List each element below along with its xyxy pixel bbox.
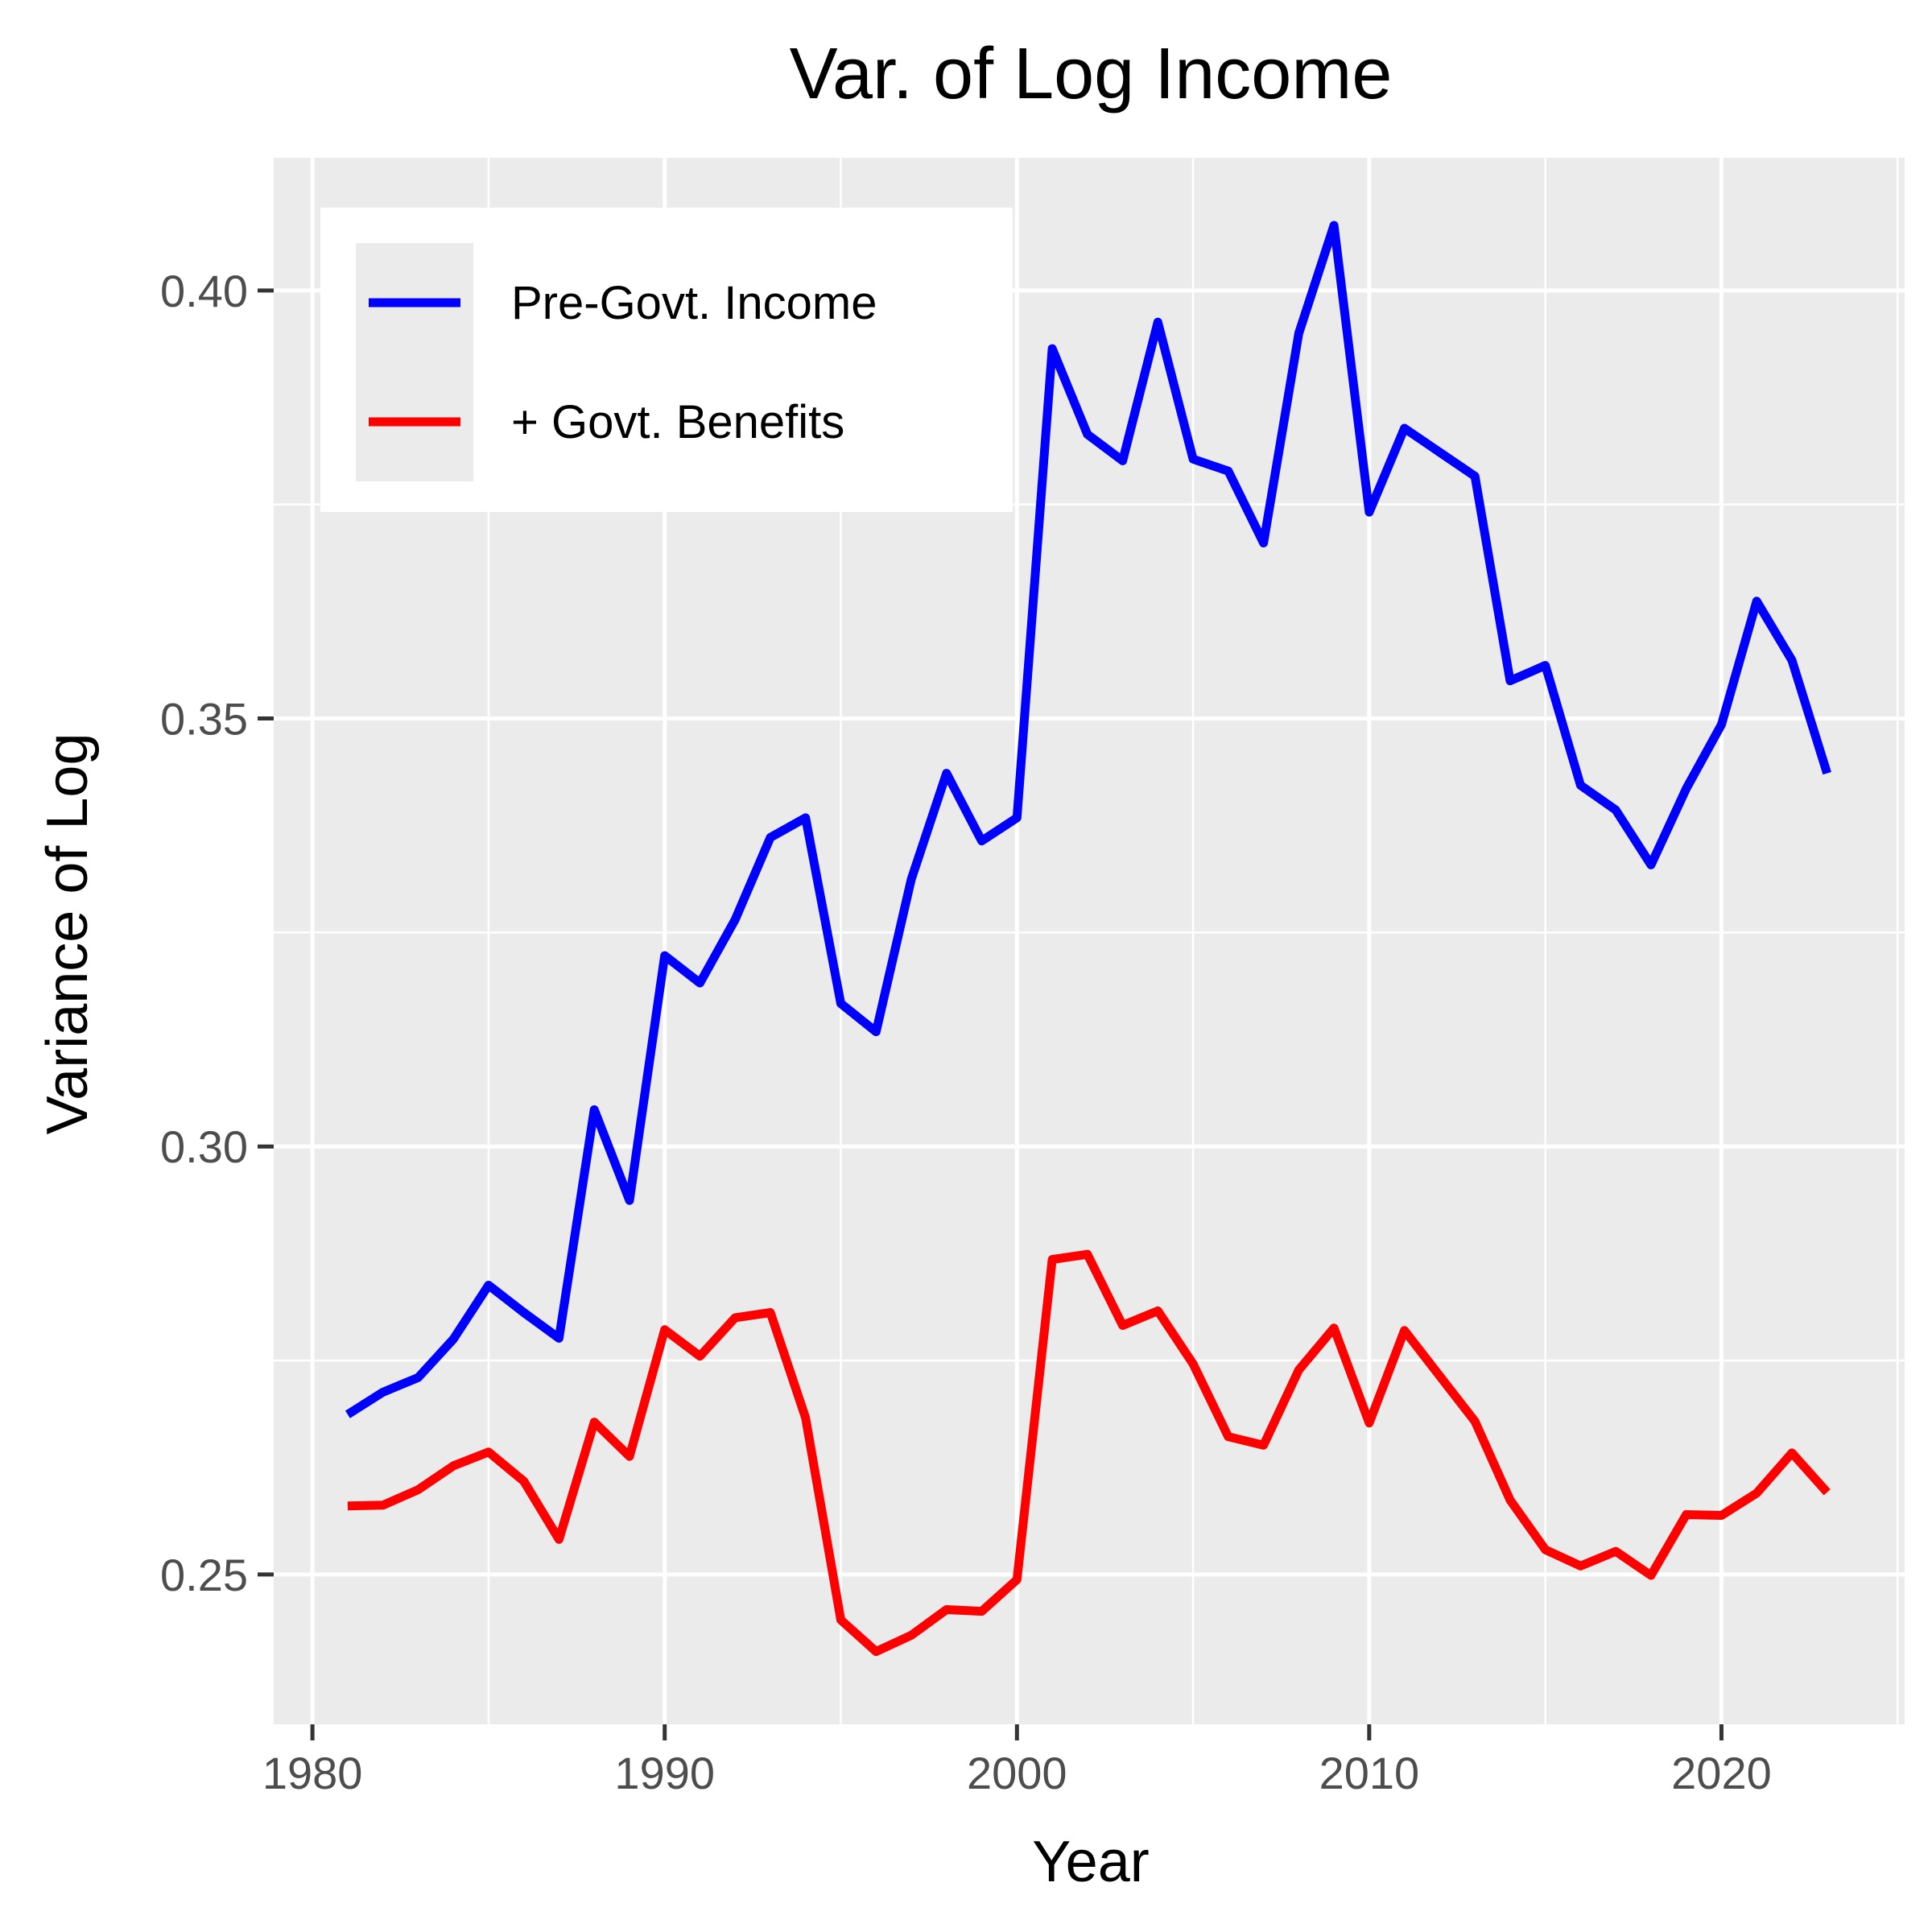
x-tick-label: 1990 [614, 1748, 715, 1798]
legend-label: + Govt. Benefits [511, 396, 844, 448]
x-tick-label: 2020 [1671, 1748, 1772, 1798]
x-axis: 1980 1990 2000 2010 2020 [262, 1724, 1772, 1798]
y-tick-label: 0.30 [160, 1121, 248, 1172]
legend-label: Pre-Govt. Income [511, 277, 877, 329]
x-tick-label: 2000 [967, 1748, 1067, 1798]
y-axis: 0.25 0.30 0.35 0.40 [160, 266, 274, 1600]
x-tick-label: 2010 [1319, 1748, 1420, 1798]
x-tick-label: 1980 [262, 1748, 363, 1798]
y-tick-label: 0.40 [160, 266, 248, 316]
x-axis-title: Year [1032, 1830, 1149, 1894]
legend: Pre-Govt. Income + Govt. Benefits [320, 208, 1013, 512]
chart-title: Var. of Log Income [790, 34, 1393, 114]
series-line-1 [345, 221, 1831, 1418]
y-tick-label: 0.35 [160, 694, 248, 745]
y-axis-title: Variance of Log [35, 733, 100, 1134]
series-lines [345, 221, 1831, 1657]
y-tick-label: 0.25 [160, 1550, 248, 1600]
series-line-2 [347, 1249, 1831, 1657]
major-gridlines [274, 158, 1905, 1724]
